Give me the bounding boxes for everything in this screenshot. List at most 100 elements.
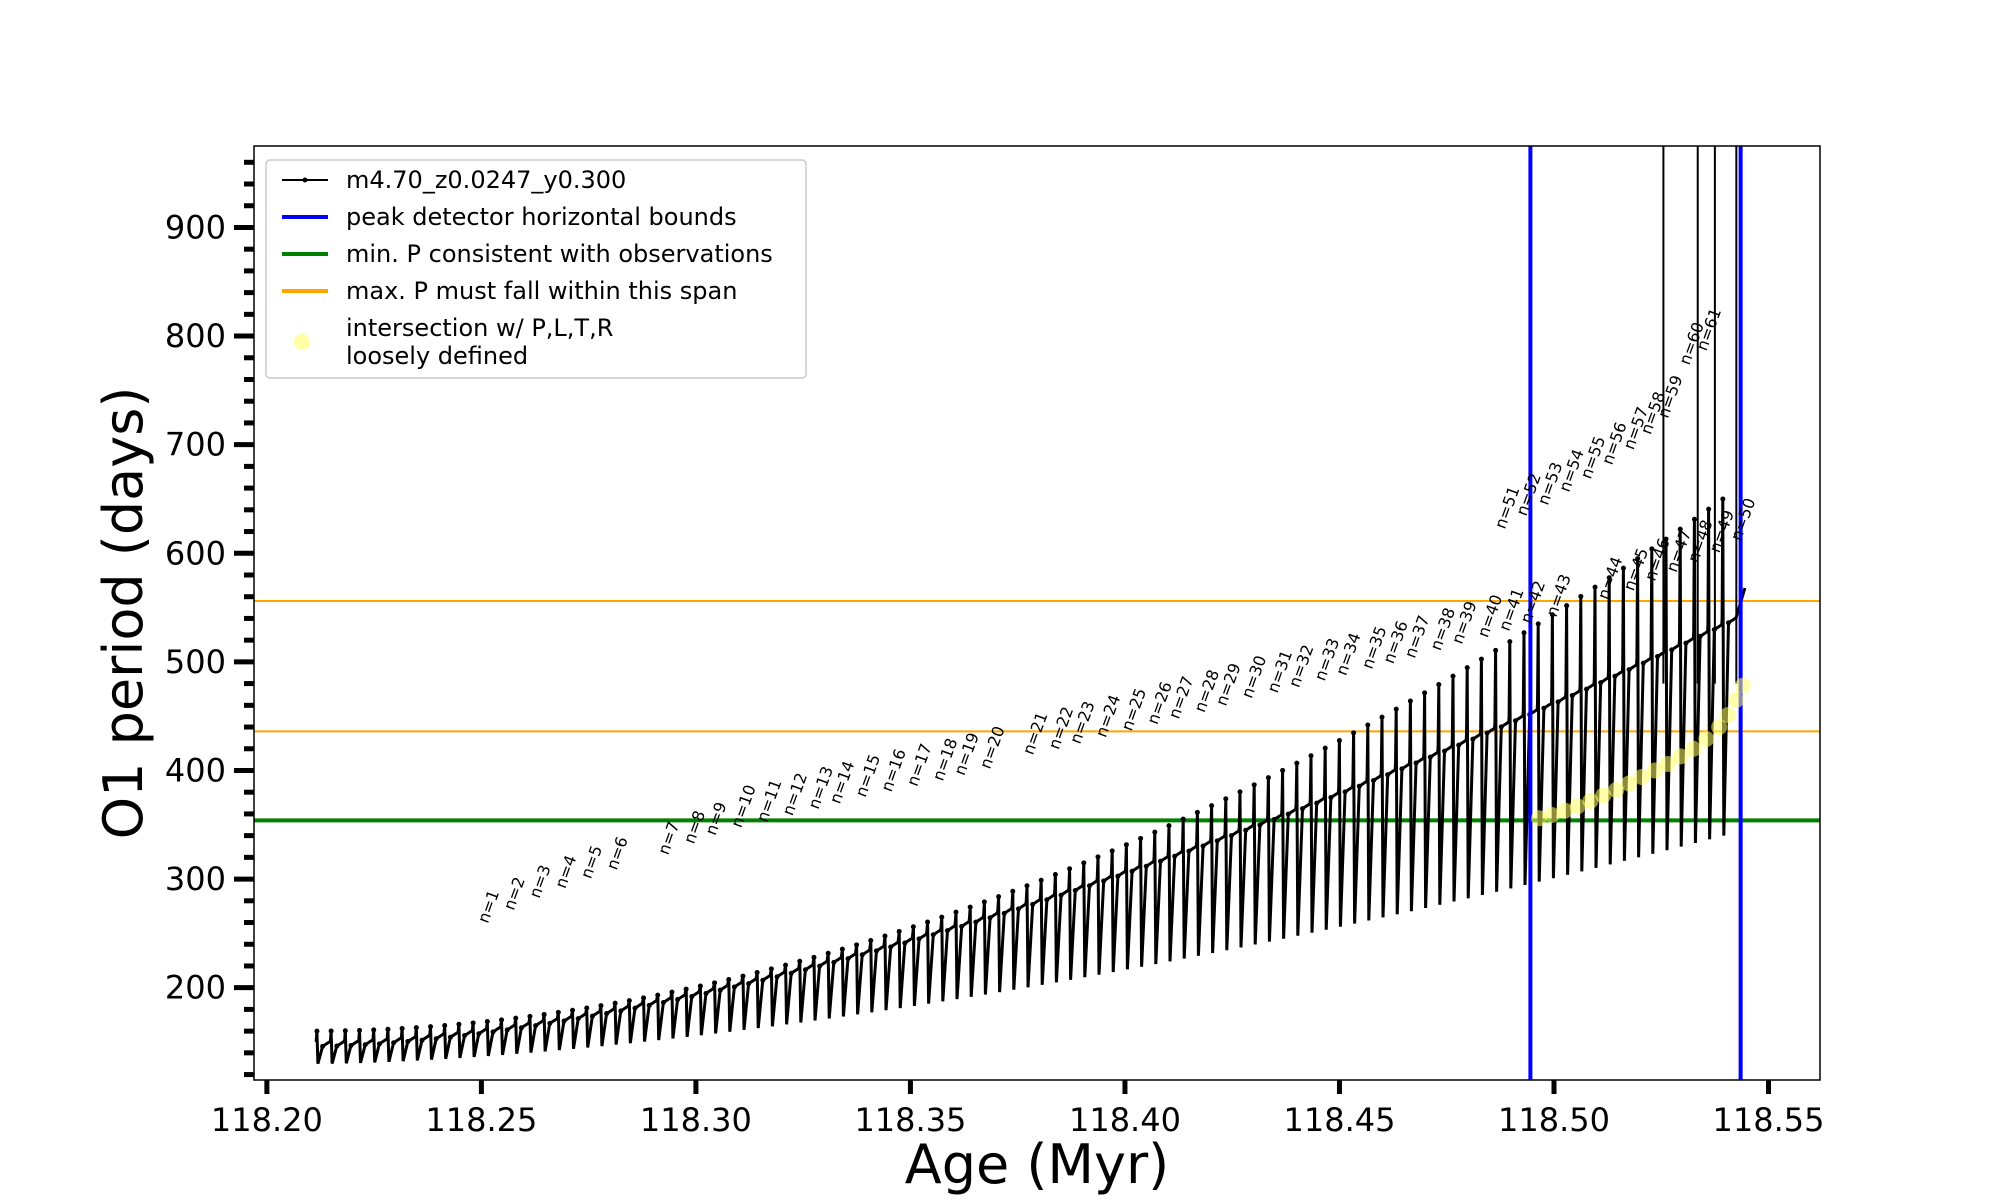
series-marker (1299, 806, 1305, 812)
series-marker (1010, 888, 1016, 894)
series-marker (1030, 901, 1036, 907)
legend-label: m4.70_z0.0247_y0.300 (346, 166, 626, 194)
y-tick-label: 900 (165, 208, 226, 246)
plot-area: n=1n=2n=3n=4n=5n=6 n=7n=8n=9n=10n=11n=12n… (254, 146, 1820, 1080)
series-marker (1436, 682, 1442, 688)
legend-label: intersection w/ P,L,T,R (346, 314, 613, 342)
series-marker (1351, 730, 1357, 736)
series-marker (1265, 775, 1271, 781)
series-marker (1720, 496, 1726, 502)
peak-label: n=12 (778, 770, 811, 818)
series-marker (1683, 640, 1689, 646)
series-marker (1655, 653, 1661, 659)
series-marker (1470, 736, 1476, 742)
series-marker (371, 1027, 377, 1033)
series-marker (831, 959, 837, 965)
series-marker (1308, 753, 1314, 759)
series-marker (462, 1033, 468, 1039)
series-marker (774, 974, 780, 980)
series-marker (1228, 833, 1234, 839)
series-marker (1370, 777, 1376, 783)
series-line (314, 498, 1747, 1065)
series-marker (1257, 822, 1263, 828)
reference-hlines (254, 600, 1820, 823)
series-marker (1555, 699, 1561, 705)
series-marker (1442, 748, 1448, 754)
y-axis-title: O1 period (days) (92, 387, 155, 840)
series-marker (1478, 656, 1484, 662)
series-marker (859, 952, 865, 958)
intersection-points (1530, 677, 1751, 827)
x-tick-label: 118.20 (211, 1101, 323, 1139)
series-marker (504, 1027, 510, 1033)
series-marker (632, 1005, 638, 1011)
series-marker (987, 915, 993, 921)
series-marker (1669, 647, 1675, 653)
series-marker (910, 924, 916, 930)
series-m4-70 (314, 146, 1747, 1065)
x-axis: 118.20 118.25 118.30 118.35 118.40 118.45 118.… (211, 1080, 1824, 1139)
series-marker (854, 942, 860, 948)
peak-label: n=3 (525, 862, 554, 900)
series-marker (1578, 593, 1584, 599)
series-marker (717, 987, 723, 993)
series-marker (1109, 848, 1115, 854)
series-marker (1635, 556, 1641, 562)
series-marker (669, 989, 675, 995)
series-marker (1086, 883, 1092, 889)
series-marker (1413, 760, 1419, 766)
x-tick-label: 118.25 (425, 1101, 537, 1139)
series-marker (1663, 536, 1669, 542)
series-marker (959, 923, 965, 929)
series-marker (1549, 612, 1555, 618)
series-marker (1612, 673, 1618, 679)
peak-label: n=11 (753, 777, 786, 825)
series-marker (362, 1042, 368, 1048)
series-marker (1194, 809, 1200, 815)
series-marker (1038, 877, 1044, 883)
series-marker (1649, 546, 1655, 552)
peak-label: n=6 (602, 834, 631, 872)
series-marker (825, 950, 831, 956)
intersection-point (1595, 787, 1612, 804)
series-marker (541, 1011, 547, 1017)
series-marker (1322, 745, 1328, 751)
intersection-point (1556, 802, 1573, 819)
series-marker (1407, 698, 1413, 704)
series-marker (1342, 789, 1348, 795)
peak-label: n=43 (1542, 572, 1575, 620)
series-marker (754, 970, 760, 976)
y-tick-label: 700 (165, 426, 226, 464)
series-marker (1052, 872, 1058, 878)
intersection-point (1543, 807, 1560, 824)
legend-item: peak detector horizontal bounds (282, 203, 737, 231)
series-marker (442, 1023, 448, 1029)
series-marker (1598, 680, 1604, 686)
series-marker (470, 1020, 476, 1026)
series-marker (788, 970, 794, 976)
series-marker (1422, 690, 1428, 696)
peak-label: n=21 (1019, 709, 1052, 757)
series-marker (1166, 823, 1172, 829)
legend-item: min. P consistent with observations (282, 240, 773, 268)
series-marker (555, 1009, 561, 1015)
series-marker (1115, 873, 1121, 879)
series-marker (589, 1013, 595, 1019)
series-marker (1180, 816, 1186, 822)
series-marker (1569, 693, 1575, 699)
series-marker (399, 1026, 405, 1032)
series-marker (447, 1034, 453, 1040)
x-axis-title: Age (Myr) (905, 1133, 1170, 1196)
series-marker (1336, 738, 1342, 744)
series-marker (967, 904, 973, 910)
series-marker (433, 1036, 439, 1042)
series-marker (1677, 526, 1683, 532)
series-marker (598, 1003, 604, 1009)
series-marker (376, 1041, 382, 1047)
series-marker (1271, 817, 1277, 823)
series-marker (385, 1026, 391, 1032)
series-marker (703, 990, 709, 996)
